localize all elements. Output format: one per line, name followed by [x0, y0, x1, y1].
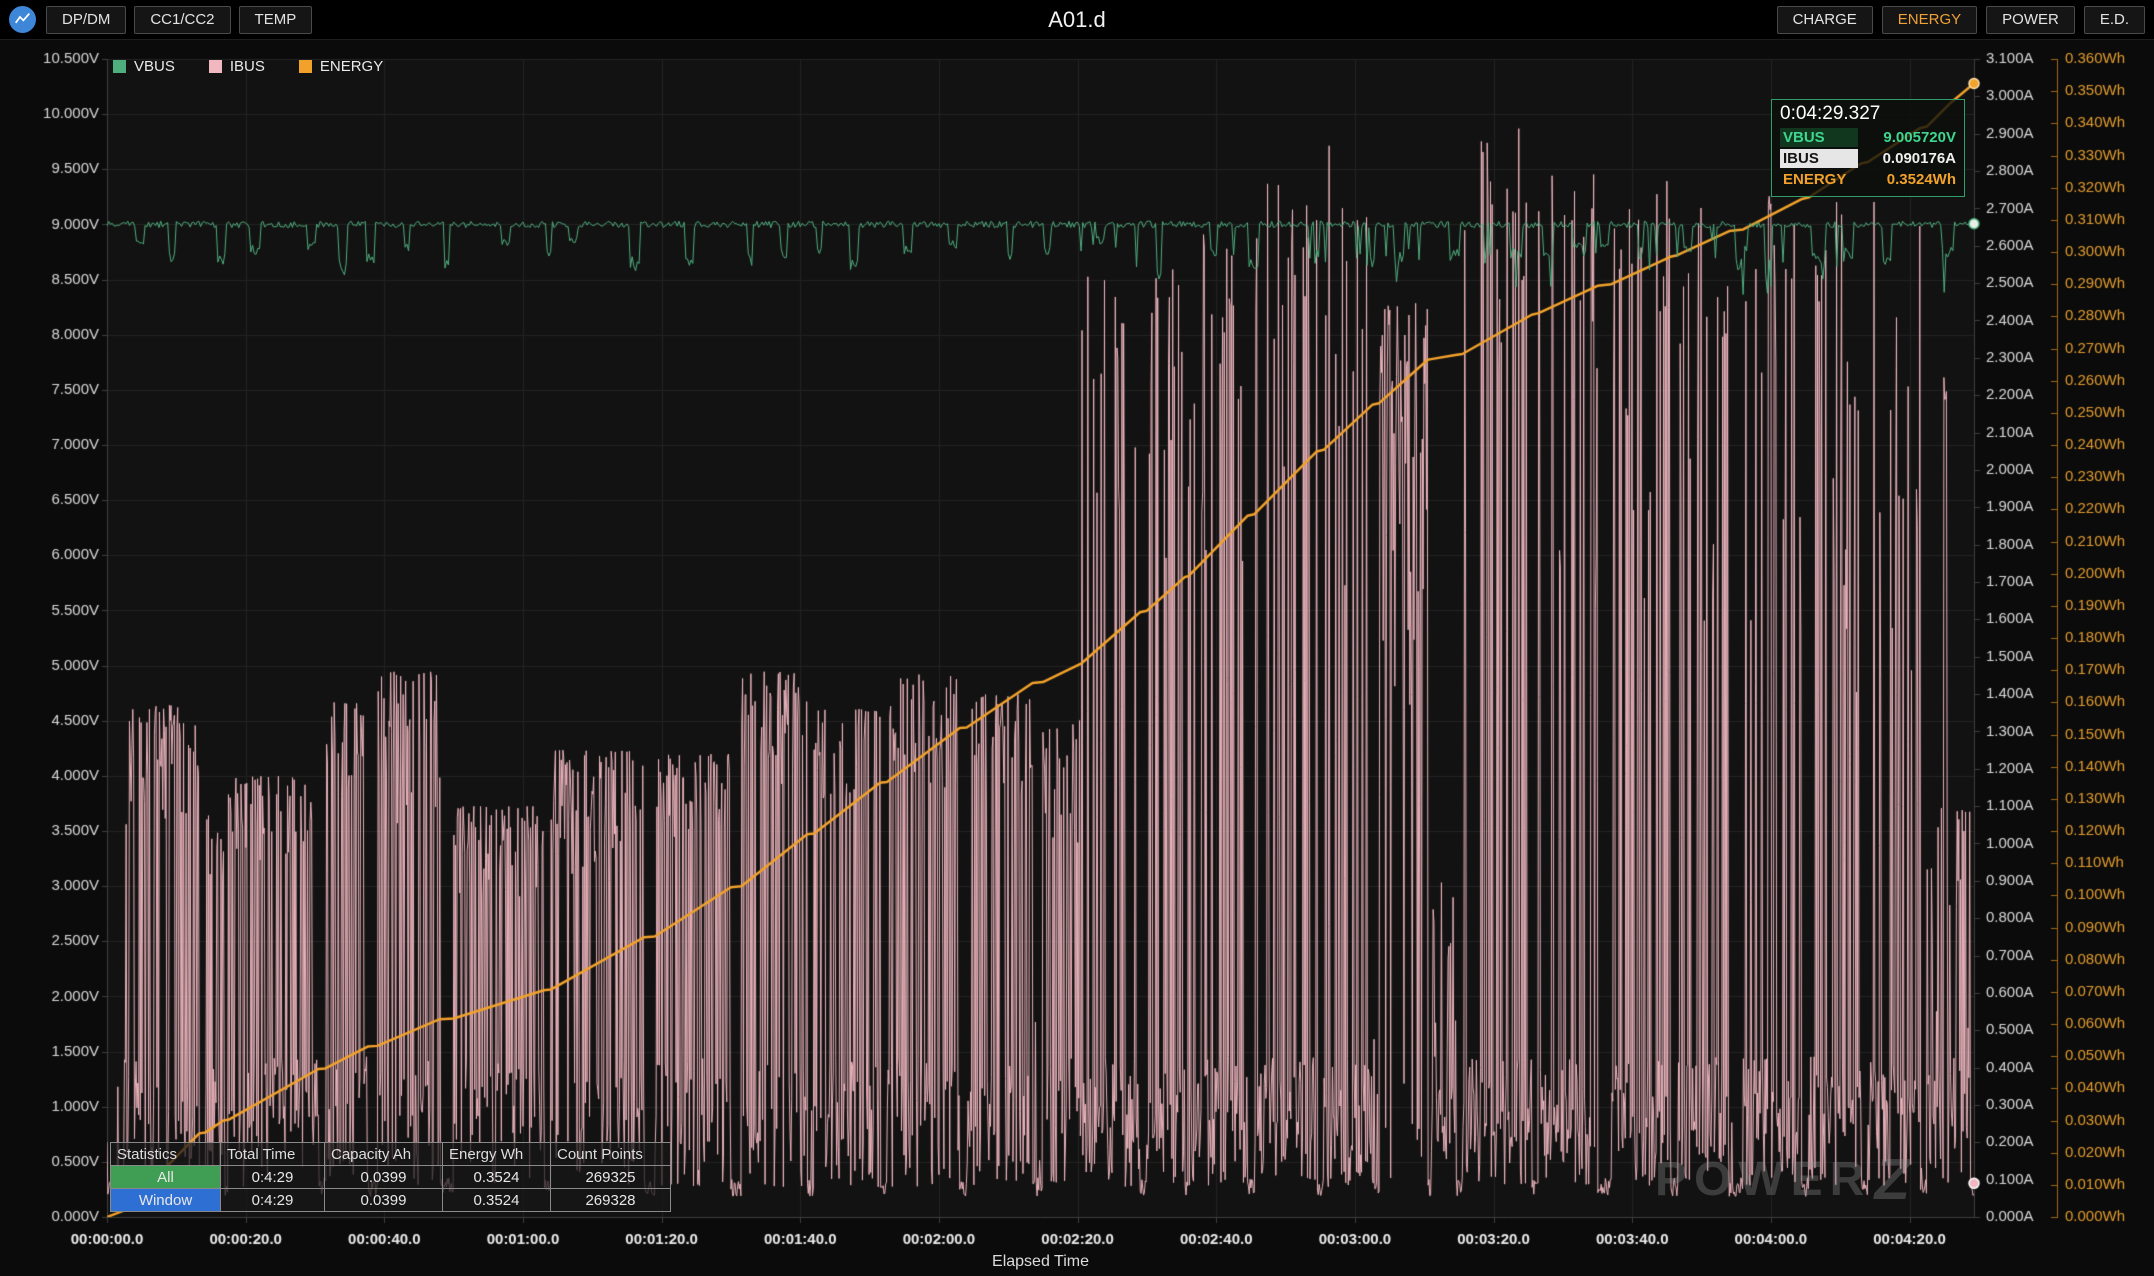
stats-window-energy-wh: 0.3524: [442, 1188, 551, 1212]
stats-all-capacity-ah: 0.0399: [324, 1165, 443, 1189]
tooltip-vbus-value: 9.005720V: [1883, 129, 1956, 146]
tooltip-vbus-label: VBUS: [1780, 128, 1858, 147]
button-energy[interactable]: ENERGY: [1881, 6, 1978, 34]
stats-window-count-points: 269328: [550, 1188, 671, 1212]
tooltip-energy-label: ENERGY: [1783, 171, 1847, 188]
legend-item-energy[interactable]: ENERGY: [298, 58, 384, 75]
legend-label-energy: ENERGY: [319, 58, 384, 75]
stats-all-count-points: 269325: [550, 1165, 671, 1189]
legend-label-ibus: IBUS: [229, 58, 265, 75]
watermark-text: POWER: [1655, 1153, 1872, 1206]
stats-all-label: All: [110, 1165, 221, 1189]
app-logo-icon[interactable]: [9, 6, 36, 33]
stats-header-statistics: Statistics: [110, 1142, 221, 1166]
stats-window-total-time: 0:4:29: [220, 1188, 325, 1212]
line-chart-icon: [15, 12, 30, 24]
tooltip-energy-value: 0.3524Wh: [1886, 171, 1956, 188]
watermark-z-icon: Z: [1869, 1147, 1917, 1212]
stats-header-capacity-ah: Capacity Ah: [324, 1142, 443, 1166]
chart-legend: VBUS IBUS ENERGY: [113, 58, 383, 75]
top-bar: DP/DM CC1/CC2 TEMP A01.d CHARGE ENERGY P…: [0, 0, 2154, 40]
statistics-table: Statistics Total Time Capacity Ah Energy…: [110, 1142, 671, 1212]
stats-row-all: All 0:4:29 0.0399 0.3524 269325: [110, 1165, 671, 1189]
tab-dp-dm[interactable]: DP/DM: [46, 5, 127, 34]
stats-header-count-points: Count Points: [550, 1142, 671, 1166]
stats-row-window: Window 0:4:29 0.0399 0.3524 269328: [110, 1188, 671, 1212]
tab-cc1-cc2[interactable]: CC1/CC2: [134, 5, 231, 34]
x-axis-title: Elapsed Time: [992, 1253, 1089, 1270]
legend-label-vbus: VBUS: [134, 58, 175, 75]
stats-all-total-time: 0:4:29: [220, 1165, 325, 1189]
stats-header-row: Statistics Total Time Capacity Ah Energy…: [110, 1142, 671, 1166]
stats-all-energy-wh: 0.3524: [442, 1165, 551, 1189]
tooltip-time: 0:04:29.327: [1780, 103, 1881, 124]
button-charge[interactable]: CHARGE: [1776, 6, 1873, 34]
stats-header-total-time: Total Time: [220, 1142, 325, 1166]
tooltip-row-ibus: IBUS 0.090176A: [1780, 148, 1956, 169]
legend-item-ibus[interactable]: IBUS: [208, 58, 265, 75]
tooltip-ibus-label: IBUS: [1780, 149, 1858, 168]
vbus-swatch-icon: [113, 60, 126, 73]
tooltip-ibus-value: 0.090176A: [1882, 150, 1956, 167]
powerz-watermark: POWER Z: [1655, 1146, 1917, 1213]
tooltip-row-vbus: VBUS 9.005720V: [1780, 127, 1956, 148]
stats-header-energy-wh: Energy Wh: [442, 1142, 551, 1166]
energy-swatch-icon: [298, 60, 312, 73]
legend-item-vbus[interactable]: VBUS: [113, 58, 175, 75]
button-power[interactable]: POWER: [1986, 6, 2075, 34]
ibus-swatch-icon: [208, 60, 222, 73]
stats-window-label: Window: [110, 1188, 221, 1212]
chart-plot[interactable]: [0, 40, 2154, 1276]
stats-window-capacity-ah: 0.0399: [324, 1188, 443, 1212]
cursor-tooltip: 0:04:29.327 VBUS 9.005720V IBUS 0.090176…: [1771, 99, 1965, 197]
tab-temp[interactable]: TEMP: [238, 5, 313, 34]
tooltip-row-energy: ENERGY 0.3524Wh: [1780, 169, 1956, 190]
page-title: A01.d: [1048, 6, 1106, 32]
topbar-right-buttons: CHARGE ENERGY POWER E.D.: [1776, 6, 2145, 34]
button-ed[interactable]: E.D.: [2083, 6, 2145, 34]
